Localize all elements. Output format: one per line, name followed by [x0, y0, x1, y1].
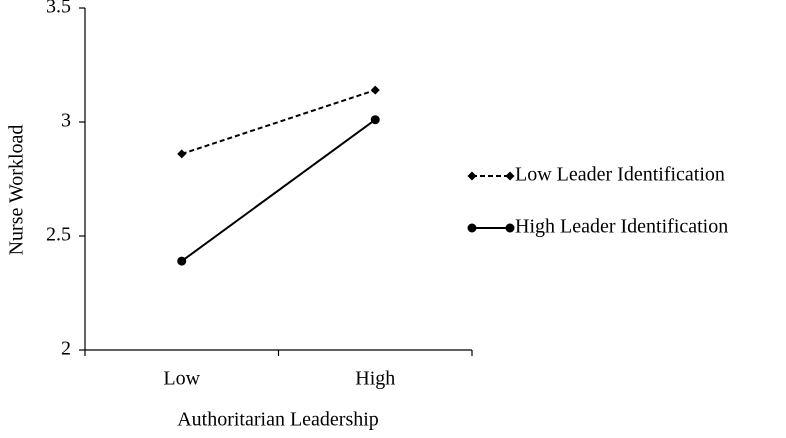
legend-label: Low Leader Identification [515, 164, 725, 186]
marker [505, 171, 515, 181]
marker [505, 223, 515, 233]
series-line [181, 118, 376, 262]
marker [177, 256, 187, 266]
marker [467, 223, 477, 233]
x-tick-label: High [355, 368, 395, 390]
marker [177, 149, 187, 159]
y-tick-label: 2.5 [46, 224, 71, 246]
y-tick-label: 2 [61, 338, 71, 360]
x-axis-label: Authoritarian Leadership [177, 409, 379, 431]
series-line [181, 89, 376, 155]
marker [370, 115, 380, 125]
y-tick-label: 3.5 [46, 0, 71, 18]
marker [370, 85, 380, 95]
x-tick-label: Low [163, 368, 200, 390]
marker [467, 171, 477, 181]
legend-label: High Leader Identification [515, 216, 728, 238]
y-tick-label: 3 [61, 110, 71, 132]
y-axis-label: Nurse Workload [6, 125, 28, 256]
